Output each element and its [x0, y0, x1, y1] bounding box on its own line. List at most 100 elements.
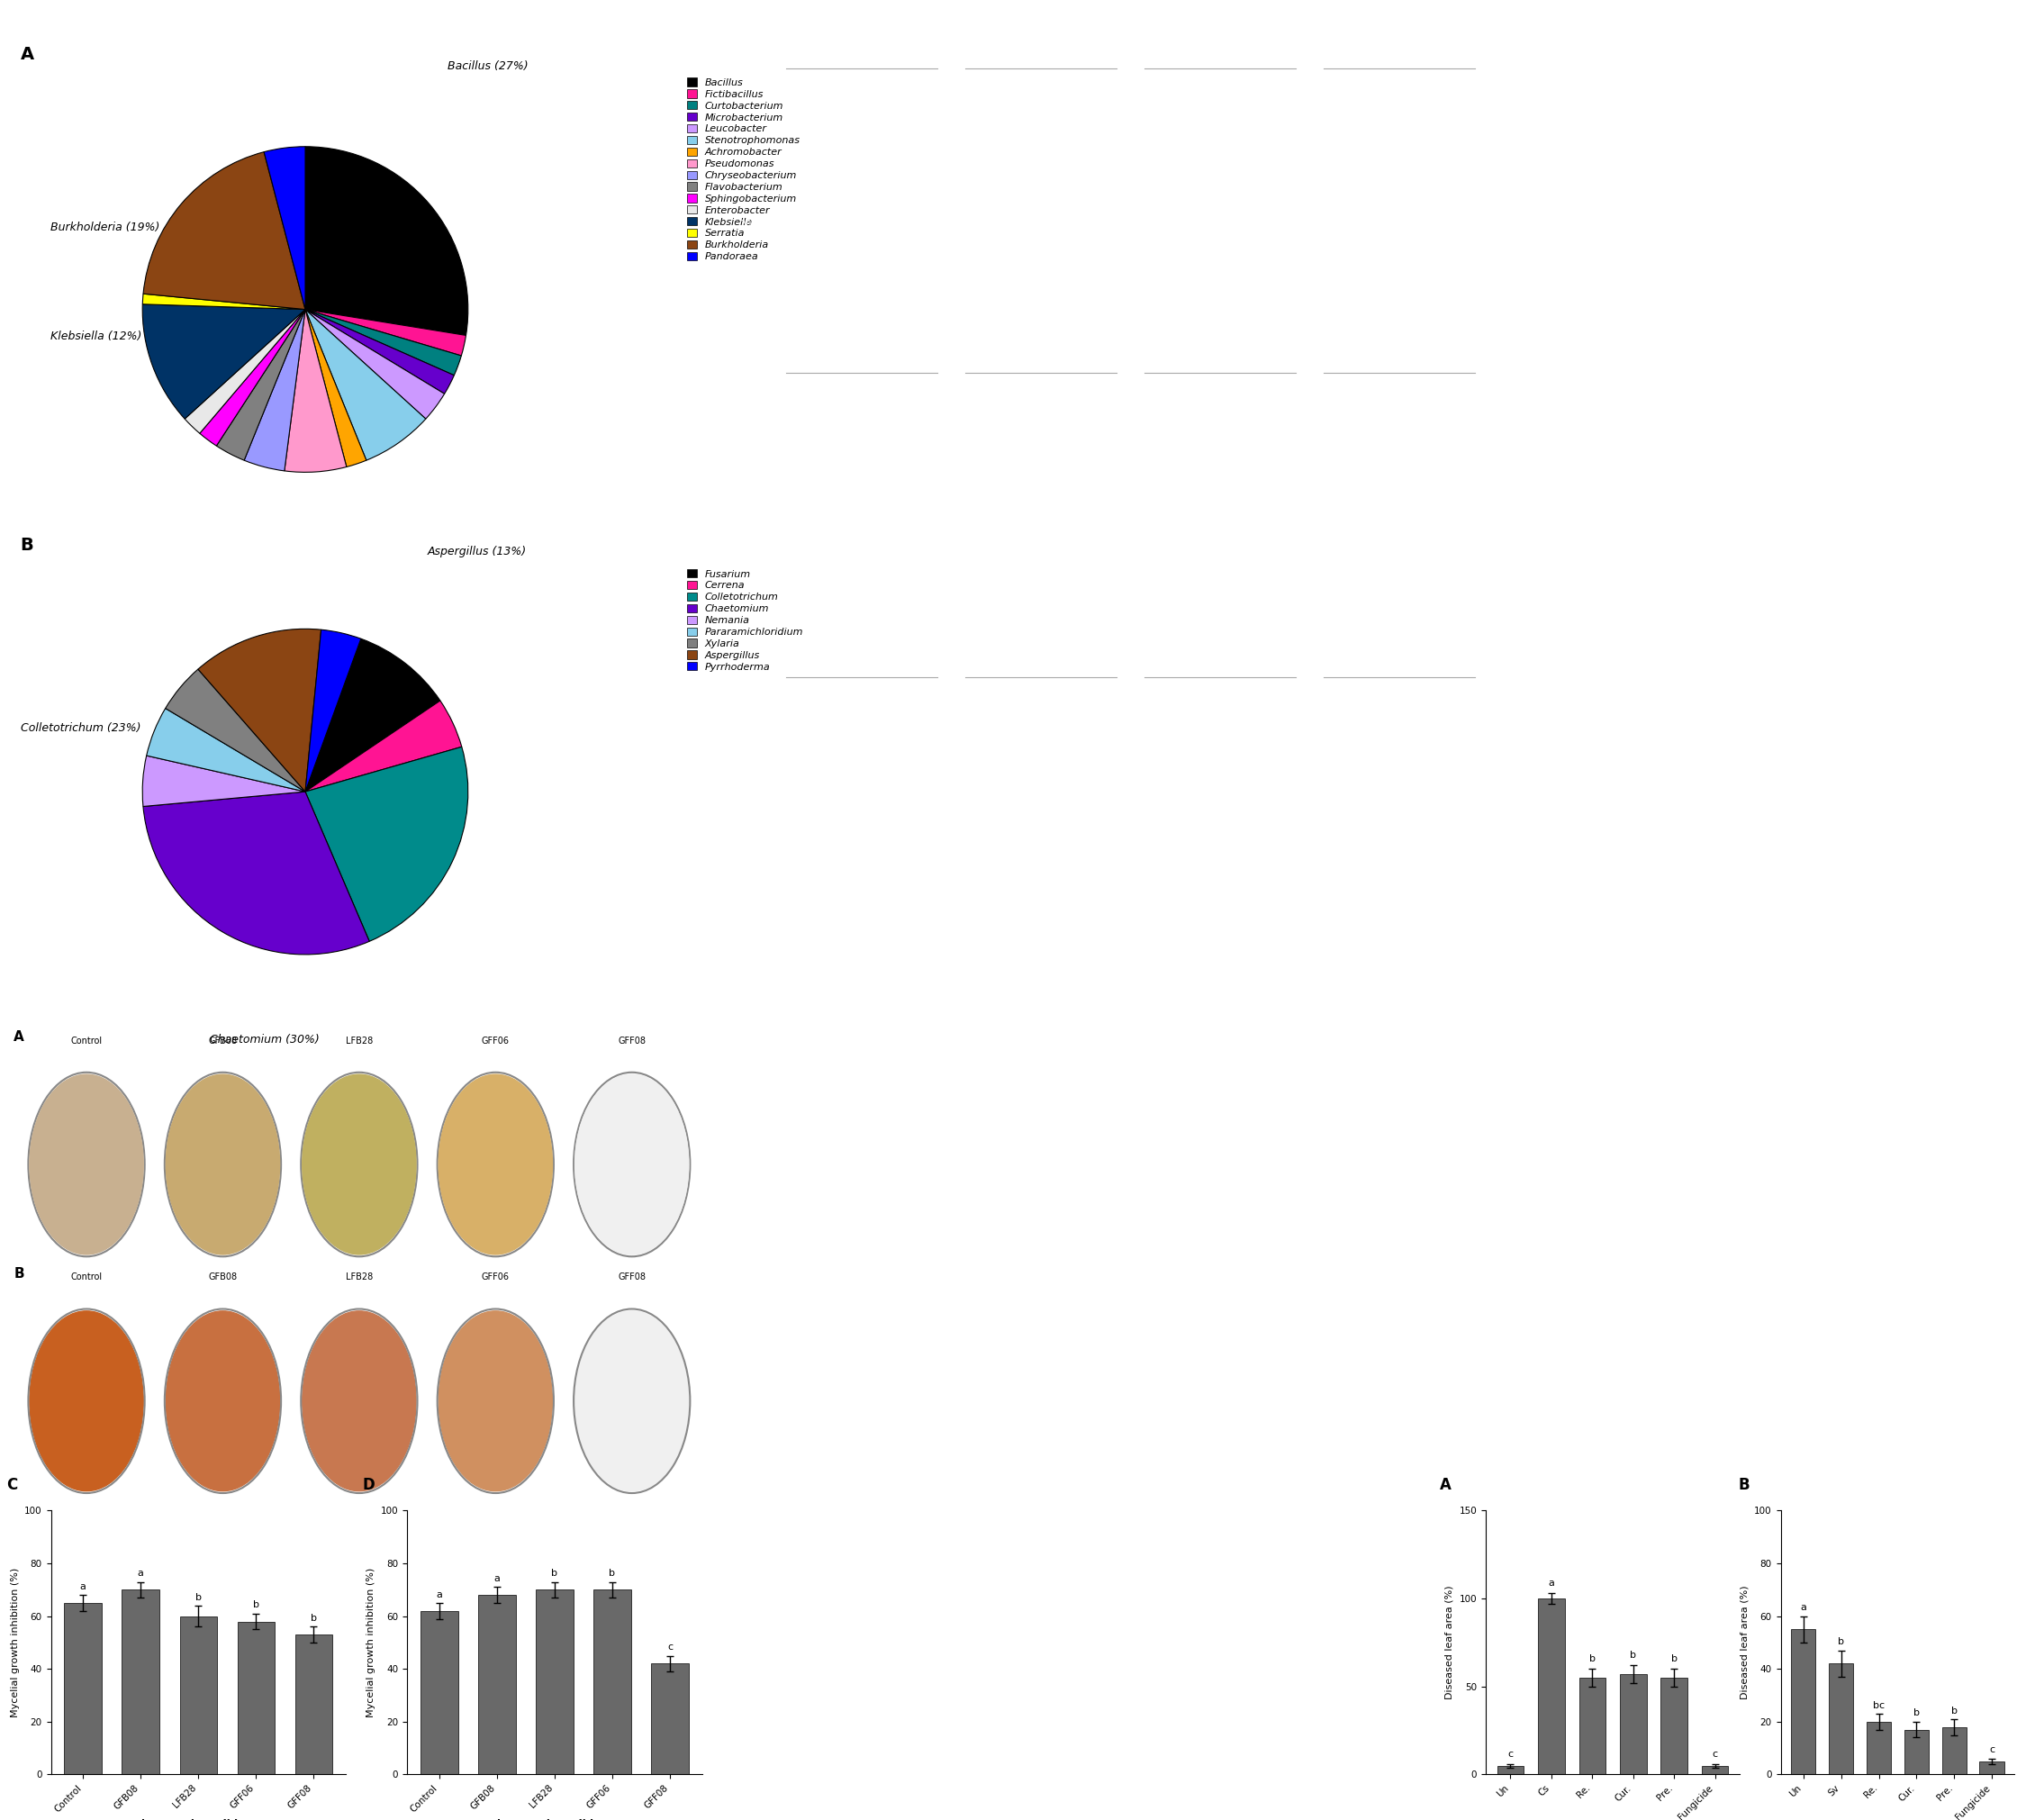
Text: Bacillus (27%): Bacillus (27%)	[448, 60, 529, 71]
Text: Aspergillus (13%): Aspergillus (13%)	[427, 546, 527, 557]
Text: L: L	[979, 362, 987, 373]
Text: b: b	[252, 1600, 258, 1609]
Text: c: c	[1711, 1749, 1718, 1758]
Legend: Fusarium, Cerrena, Colletotrichum, Chaetomium, Nemania, Pararamichloridium, Xyla: Fusarium, Cerrena, Colletotrichum, Chaet…	[686, 570, 804, 672]
Text: Klebsiella (12%): Klebsiella (12%)	[51, 331, 142, 342]
Text: L: L	[1337, 362, 1345, 373]
Text: N: N	[916, 58, 924, 69]
Text: N: N	[1453, 58, 1461, 69]
Text: LFB28: LFB28	[346, 1036, 372, 1045]
Text: bc: bc	[1872, 1702, 1884, 1709]
Text: 2: 2	[1056, 666, 1064, 677]
Text: b: b	[608, 1569, 615, 1578]
Text: c: c	[667, 1643, 674, 1653]
Text: A: A	[20, 46, 35, 62]
Text: 1: 1	[834, 666, 842, 677]
Bar	[1980, 1762, 2004, 1774]
Text: B: B	[956, 58, 965, 71]
Text: N: N	[1453, 362, 1461, 373]
Wedge shape	[216, 309, 305, 460]
Wedge shape	[147, 708, 305, 792]
Text: L: L	[1158, 58, 1166, 69]
Wedge shape	[142, 755, 305, 806]
Text: D: D	[1315, 58, 1325, 71]
Circle shape	[167, 1074, 279, 1254]
Text: 2: 2	[877, 58, 885, 69]
Text: 1: 1	[1013, 362, 1022, 373]
Text: 370 bp: 370 bp	[1099, 480, 1129, 490]
Text: b: b	[195, 1592, 201, 1602]
Text: L: L	[979, 58, 987, 69]
Text: 2: 2	[877, 666, 885, 677]
Circle shape	[576, 1074, 688, 1254]
Text: GFF08: GFF08	[619, 1036, 645, 1045]
Wedge shape	[142, 293, 305, 309]
Text: L: L	[1337, 58, 1345, 69]
Text: 1: 1	[834, 58, 842, 69]
Circle shape	[167, 1310, 279, 1491]
Wedge shape	[142, 151, 305, 309]
Circle shape	[440, 1310, 551, 1491]
Text: K: K	[1136, 666, 1144, 679]
Text: 1: 1	[834, 362, 842, 373]
Text: L: L	[800, 58, 808, 69]
Bar	[1791, 1629, 1815, 1774]
Text: 1: 1	[1193, 58, 1201, 69]
Bar	[478, 1594, 515, 1774]
Bar	[65, 1603, 102, 1774]
Text: G: G	[1136, 362, 1146, 375]
Text: A: A	[1441, 1476, 1451, 1492]
Text: b: b	[1913, 1709, 1919, 1718]
Text: b: b	[1671, 1654, 1677, 1663]
Wedge shape	[142, 304, 305, 419]
Text: B: B	[1738, 1476, 1750, 1492]
Text: N: N	[1274, 58, 1282, 69]
Text: L: L	[800, 666, 808, 677]
Text: a: a	[435, 1591, 442, 1600]
Circle shape	[440, 1074, 551, 1254]
Text: b: b	[1589, 1654, 1595, 1663]
Wedge shape	[305, 309, 466, 355]
Text: 269 bp: 269 bp	[741, 504, 771, 513]
Bar	[1829, 1663, 1854, 1774]
Text: 2: 2	[1235, 666, 1243, 677]
Bar	[1498, 1765, 1524, 1774]
Wedge shape	[305, 309, 425, 460]
Text: N: N	[1453, 666, 1461, 677]
Bar	[651, 1663, 688, 1774]
Text: A: A	[14, 1030, 24, 1045]
Text: C: C	[6, 1476, 18, 1492]
Text: 1026 bp: 1026 bp	[1272, 410, 1309, 419]
Text: A: A	[777, 58, 786, 71]
Text: C: C	[1136, 58, 1144, 71]
Bar	[295, 1634, 332, 1774]
Text: 875 bp: 875 bp	[920, 420, 950, 430]
Text: 498 bp: 498 bp	[1278, 764, 1309, 774]
Wedge shape	[185, 309, 305, 433]
Text: N: N	[916, 362, 924, 373]
Text: E: E	[777, 362, 786, 375]
Text: 594 bp: 594 bp	[1099, 144, 1129, 153]
Text: N: N	[1095, 58, 1103, 69]
Bar	[421, 1611, 458, 1774]
Wedge shape	[305, 701, 462, 792]
Text: L: L	[1158, 362, 1166, 373]
Circle shape	[576, 1310, 688, 1491]
Text: c: c	[1508, 1749, 1514, 1758]
Bar	[1701, 1765, 1728, 1774]
Text: 482 bp: 482 bp	[920, 158, 950, 167]
Text: b: b	[1838, 1638, 1844, 1647]
Wedge shape	[305, 639, 440, 792]
Circle shape	[31, 1310, 142, 1491]
Wedge shape	[305, 309, 462, 375]
Bar	[1538, 1598, 1565, 1775]
Bar	[1620, 1674, 1646, 1775]
Wedge shape	[165, 670, 305, 792]
Bar	[238, 1622, 275, 1774]
Text: Control: Control	[71, 1272, 102, 1281]
Text: 1: 1	[1372, 58, 1380, 69]
Circle shape	[303, 1310, 415, 1491]
Text: 1: 1	[1013, 666, 1022, 677]
Text: b: b	[551, 1569, 558, 1578]
Y-axis label: Mycelial growth inhibition (%): Mycelial growth inhibition (%)	[10, 1567, 20, 1718]
